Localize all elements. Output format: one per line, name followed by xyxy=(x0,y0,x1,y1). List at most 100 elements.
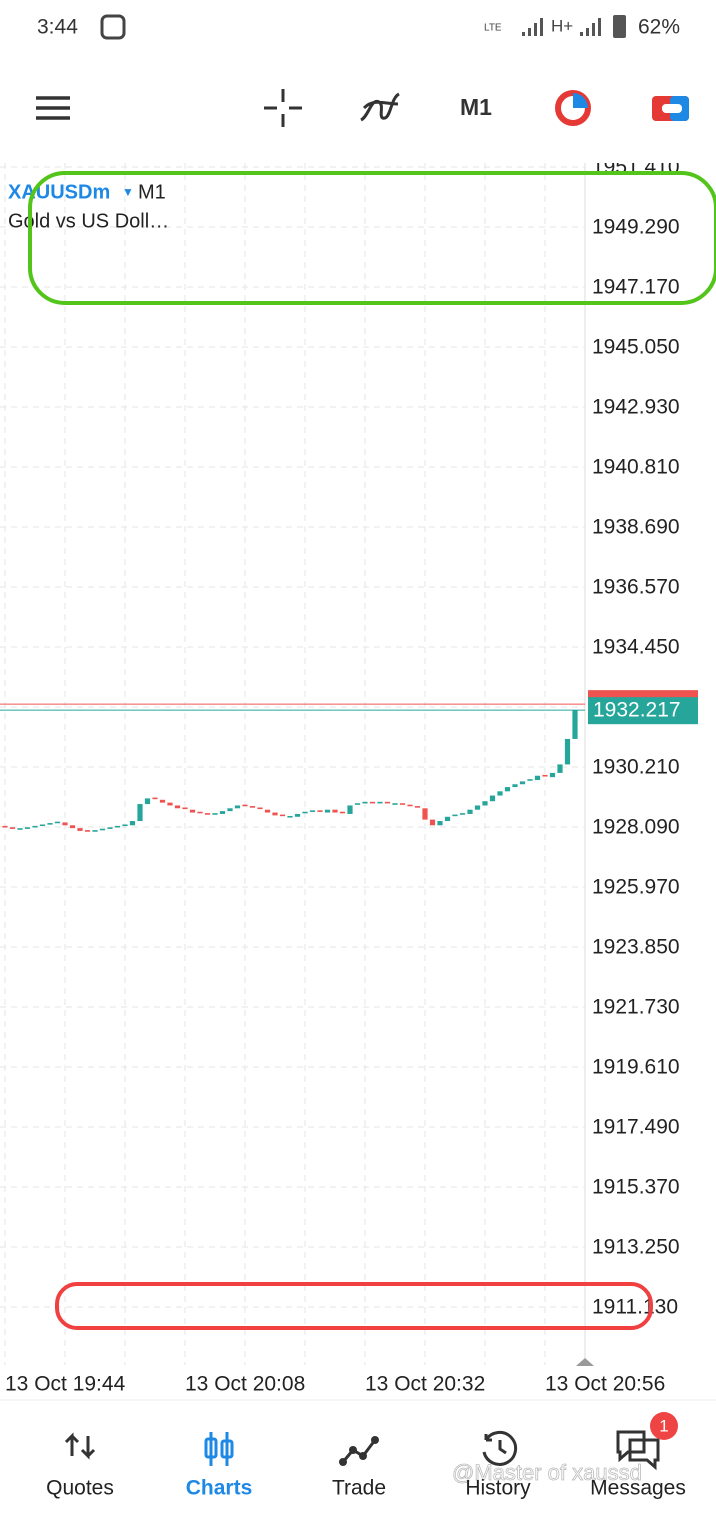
y-tick-label: 1913.250 xyxy=(592,1236,680,1259)
candle-body xyxy=(527,779,533,781)
candle-body xyxy=(47,823,53,825)
candle-body xyxy=(377,801,383,804)
candle-body xyxy=(489,795,496,802)
candle-body xyxy=(309,810,316,812)
candle-body xyxy=(504,787,511,792)
candle-body xyxy=(9,827,16,829)
candle-body xyxy=(444,816,451,822)
candle-body xyxy=(399,803,406,805)
messages-icon[interactable] xyxy=(616,1430,660,1471)
highlight-box xyxy=(28,171,716,305)
y-tick-label: 1951.410 xyxy=(592,156,680,179)
candle-body xyxy=(294,813,301,817)
y-tick-label: 1940.810 xyxy=(592,456,680,479)
candle-body xyxy=(572,710,578,739)
nav-label[interactable]: Charts xyxy=(186,1477,253,1500)
candle-body xyxy=(62,822,68,826)
highlight-box xyxy=(55,1282,653,1330)
signal-icon xyxy=(580,18,601,36)
y-tick-label: 1915.370 xyxy=(592,1176,680,1199)
chart-plot: 1951.410 1949.290 1947.170 1945.050 1942.930… xyxy=(0,156,680,1365)
x-tick-label: 13 Oct 20:56 xyxy=(545,1373,665,1396)
y-tick-label: 1938.690 xyxy=(592,516,680,539)
x-tick-label: 13 Oct 20:08 xyxy=(185,1373,305,1396)
nav-label[interactable]: Messages xyxy=(590,1477,686,1500)
candle-body xyxy=(347,805,353,814)
menu-button[interactable] xyxy=(36,96,70,120)
candle-body xyxy=(564,738,571,765)
messages-badge-count: 1 xyxy=(659,1416,668,1435)
candle-body xyxy=(107,827,113,829)
y-tick-label: 1928.090 xyxy=(592,816,680,839)
y-tick-label: 1930.210 xyxy=(592,756,680,779)
candle-body xyxy=(497,791,503,796)
candle-body xyxy=(272,812,278,816)
candle-body xyxy=(77,828,83,831)
y-tick-label: 1925.970 xyxy=(592,876,680,899)
candle-body xyxy=(287,815,293,818)
candle-body xyxy=(167,802,173,806)
chart-timeframe: M1 xyxy=(138,181,166,203)
y-tick-label: 1942.930 xyxy=(592,396,680,419)
history-icon[interactable] xyxy=(482,1430,518,1466)
candle-body xyxy=(437,821,443,826)
candle-body xyxy=(219,811,226,814)
candle-body xyxy=(407,804,413,807)
candle-body xyxy=(542,774,548,777)
indicators-button[interactable] xyxy=(360,92,400,122)
candle-body xyxy=(39,824,46,827)
network-type: H+ xyxy=(551,16,573,35)
nav-label[interactable]: Trade xyxy=(332,1477,386,1500)
candle-body xyxy=(17,828,23,830)
objects-button-part xyxy=(573,93,588,108)
candle-body xyxy=(482,801,488,806)
candle-body xyxy=(519,781,526,785)
candle-body xyxy=(189,809,196,813)
candle-body xyxy=(99,828,106,831)
charts-icon-part xyxy=(204,1437,218,1459)
watermark: @Master of xaussd xyxy=(452,1460,642,1485)
y-tick-label: 1921.730 xyxy=(592,996,680,1019)
candle-body xyxy=(557,764,563,773)
candle-body xyxy=(122,824,128,827)
candle-body xyxy=(84,830,91,832)
timeframe-button[interactable]: M1 xyxy=(460,94,492,120)
y-tick-label: 1911.130 xyxy=(592,1296,678,1319)
status-icon xyxy=(100,14,126,40)
trade-icon-part xyxy=(339,1458,347,1466)
candle-body xyxy=(234,805,241,809)
y-tick-label: 1947.170 xyxy=(592,276,680,299)
trade-icon-part xyxy=(371,1436,379,1444)
candle-body xyxy=(32,825,38,828)
candle-body xyxy=(54,821,61,824)
candle-body xyxy=(182,807,188,810)
candle-body xyxy=(332,809,338,813)
charts-icon[interactable] xyxy=(209,1432,229,1466)
candle-body xyxy=(174,805,181,809)
quotes-icon[interactable] xyxy=(64,1432,96,1460)
symbol-dropdown[interactable]: ▼ xyxy=(122,185,134,199)
candle-body xyxy=(197,811,203,814)
y-tick-label: 1936.570 xyxy=(592,576,680,599)
candle-body xyxy=(534,775,541,780)
candle-body xyxy=(459,813,466,815)
candle-body xyxy=(114,825,121,828)
y-tick-label: 1923.850 xyxy=(592,936,680,959)
trade-icon[interactable] xyxy=(341,1439,377,1463)
candle-body xyxy=(129,821,136,826)
candle-body xyxy=(474,805,481,810)
nav-label[interactable]: History xyxy=(465,1477,531,1500)
candle-body xyxy=(279,814,286,817)
candle-body xyxy=(144,798,151,805)
crosshair-button[interactable] xyxy=(264,89,302,127)
candle-body xyxy=(422,808,428,820)
battery-icon xyxy=(613,15,626,38)
y-tick-label: 1917.490 xyxy=(592,1116,680,1139)
symbol-name[interactable]: XAUUSDm xyxy=(8,181,110,203)
nav-label[interactable]: Quotes xyxy=(46,1477,114,1500)
candle-body xyxy=(384,801,391,804)
candle-body xyxy=(414,806,421,808)
candle-body xyxy=(227,808,233,812)
